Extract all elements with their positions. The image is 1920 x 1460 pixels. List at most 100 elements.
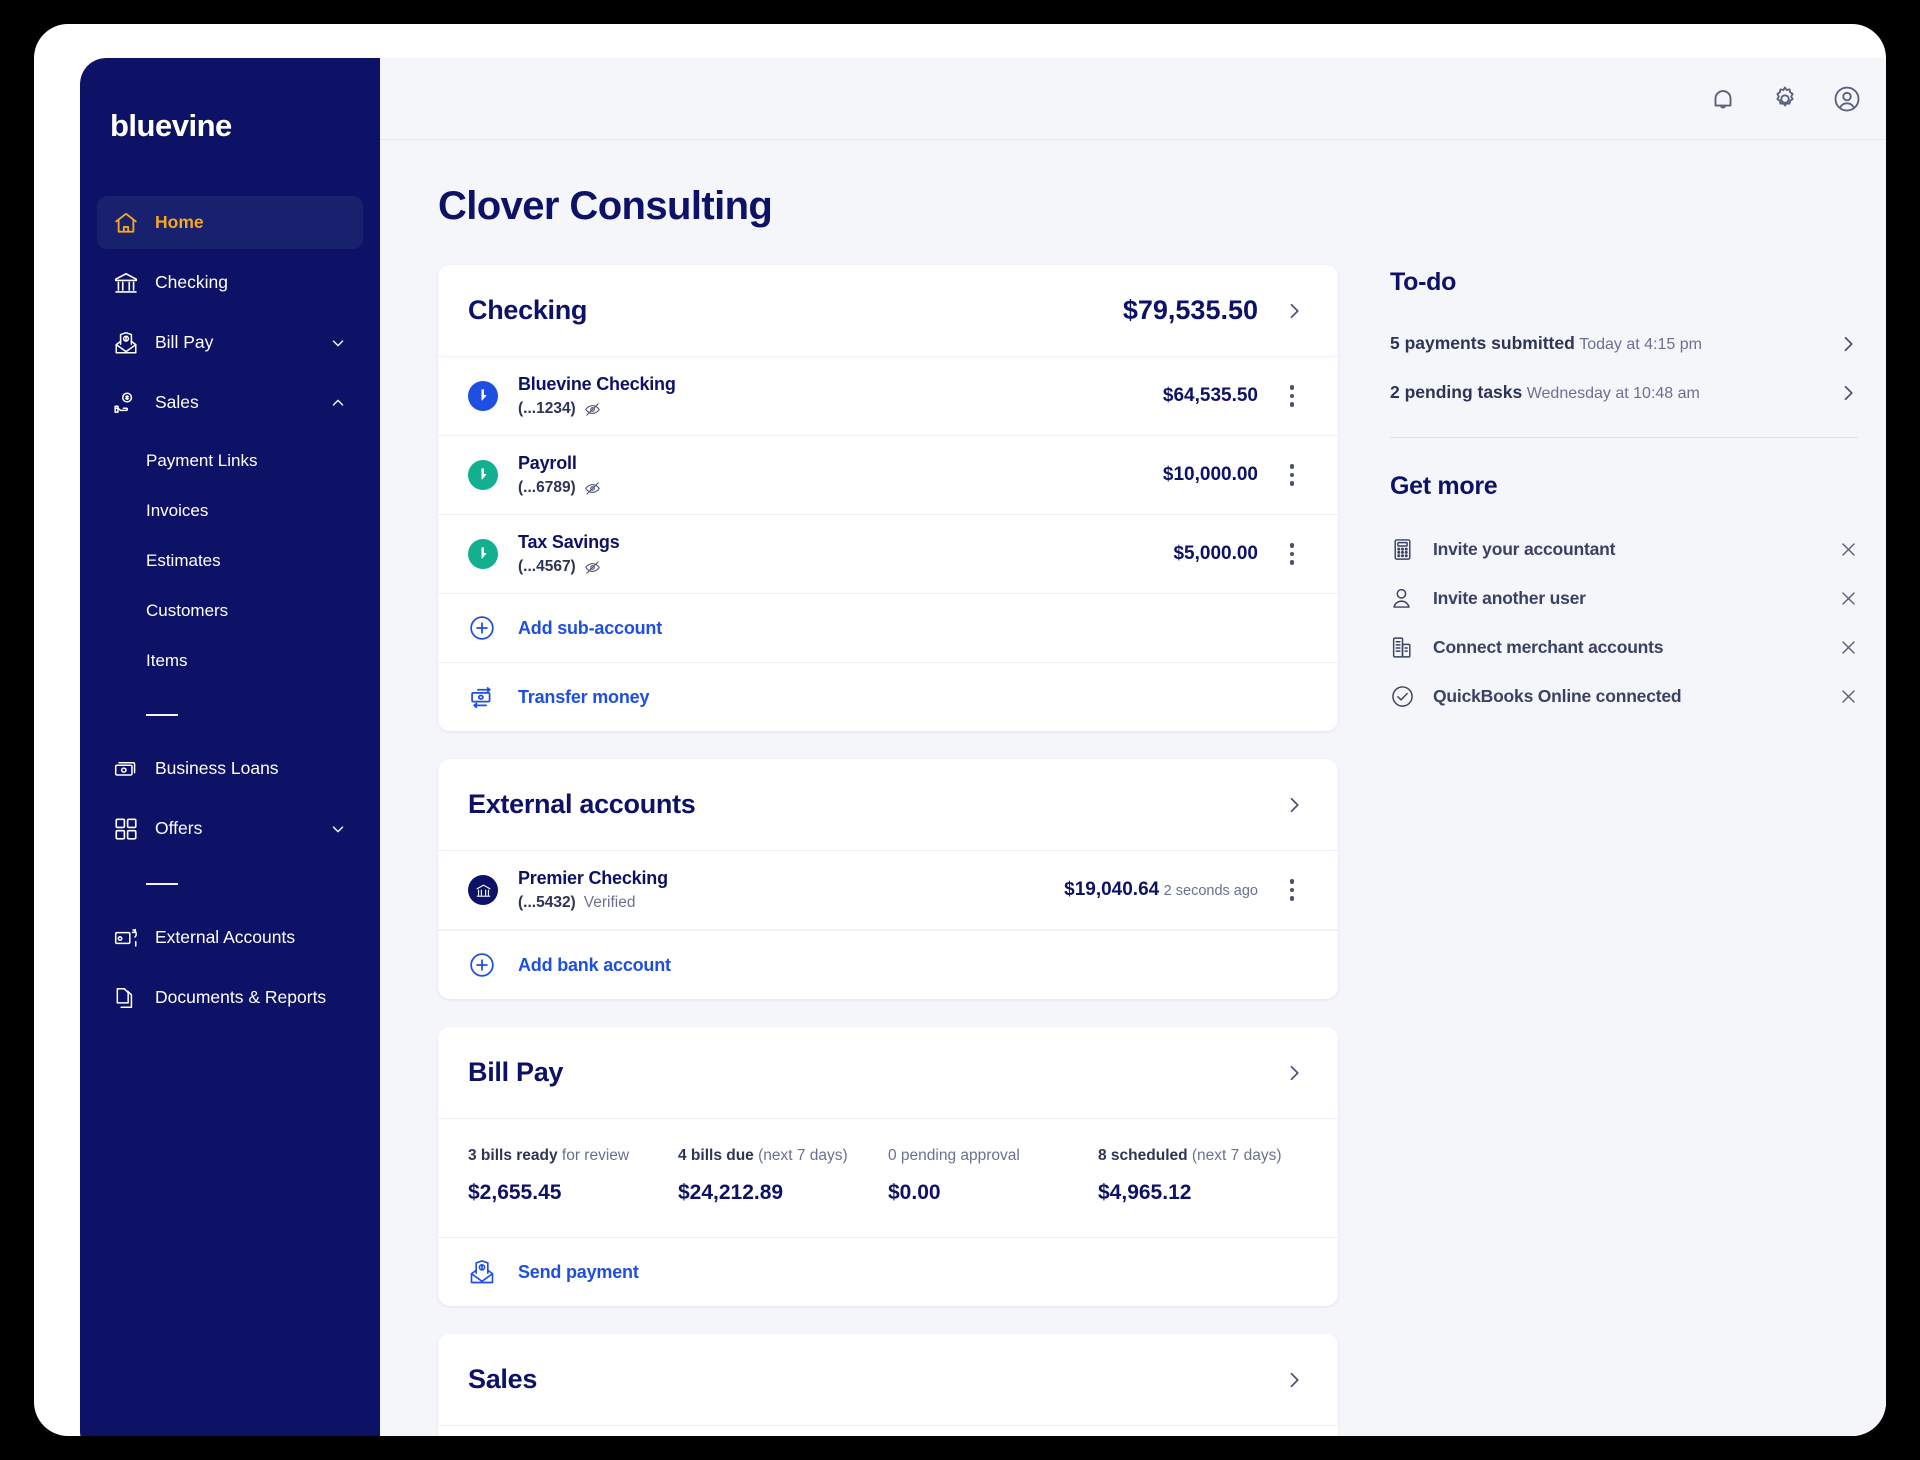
calculator-icon	[1390, 537, 1415, 562]
sidebar-item-estimates[interactable]: Estimates	[80, 536, 380, 586]
plus-circle-icon	[468, 951, 496, 979]
stat-label-rest: for review	[557, 1147, 630, 1164]
sidebar-item-external-accounts[interactable]: External Accounts	[97, 911, 363, 964]
table-row[interactable]: Bluevine Checking (...1234) $64,535.50	[438, 357, 1338, 436]
checking-card-header[interactable]: Checking $79,535.50	[438, 265, 1338, 357]
sidebar-item-home[interactable]: Home	[97, 196, 363, 249]
sidebar-item-label: Business Loans	[155, 758, 279, 778]
close-icon[interactable]	[1839, 638, 1858, 657]
sales-card-header[interactable]: Sales	[438, 1334, 1338, 1426]
account-info: Bluevine Checking (...1234)	[518, 374, 1163, 418]
stat-label: 3 bills ready for review	[468, 1147, 678, 1165]
account-amount-cell: $19,040.64 2 seconds ago	[1064, 879, 1258, 901]
todo-item-payments-submitted[interactable]: 5 payments submitted Today at 4:15 pm	[1390, 321, 1858, 370]
get-more-item-connect-merchant[interactable]: Connect merchant accounts	[1390, 623, 1858, 672]
get-more-item-quickbooks[interactable]: QuickBooks Online connected	[1390, 672, 1858, 721]
add-sub-account-button[interactable]: Add sub-account	[438, 594, 1338, 662]
todo-title: To-do	[1390, 268, 1457, 296]
todo-item-title: 2 pending tasks	[1390, 382, 1523, 402]
notification-bell-icon[interactable]	[1708, 84, 1738, 114]
sidebar-subitem-label: Estimates	[146, 551, 221, 570]
stat-bills-ready: 3 bills ready for review $2,655.45	[468, 1147, 678, 1205]
eye-off-icon[interactable]	[584, 480, 601, 497]
main-area: Clover Consulting Checking $79,535.50	[380, 58, 1886, 1436]
sidebar-item-checking[interactable]: Checking	[97, 256, 363, 309]
sidebar: bluevine Home Checking Bill Pay	[80, 58, 380, 1436]
chevron-down-icon[interactable]	[329, 820, 347, 838]
chevron-right-icon[interactable]	[1838, 383, 1858, 403]
get-more-item-label: Invite your accountant	[1433, 539, 1616, 559]
sales-card: Sales	[438, 1334, 1338, 1436]
bank-building-icon	[468, 875, 498, 905]
external-accounts-title: External accounts	[468, 789, 696, 819]
close-icon[interactable]	[1839, 589, 1858, 608]
card-refresh-icon	[113, 925, 139, 951]
external-accounts-header[interactable]: External accounts	[438, 759, 1338, 851]
table-row[interactable]: Payroll (...6789) $10,000.00	[438, 436, 1338, 515]
send-payment-button[interactable]: Send payment	[438, 1238, 1338, 1306]
sidebar-item-label: Bill Pay	[155, 332, 214, 352]
chevron-right-icon[interactable]	[1284, 1063, 1304, 1083]
bluevine-account-icon	[468, 460, 498, 490]
eye-off-icon[interactable]	[584, 401, 601, 418]
right-column: To-do 5 payments submitted Today at 4:15…	[1390, 184, 1858, 1436]
chevron-right-icon[interactable]	[1838, 334, 1858, 354]
todo-item-pending-tasks[interactable]: 2 pending tasks Wednesday at 10:48 am	[1390, 370, 1858, 419]
bill-pay-stats: 3 bills ready for review $2,655.45 4 bil…	[438, 1119, 1338, 1238]
chevron-down-icon[interactable]	[329, 334, 347, 352]
account-subline: (...5432) Verified	[518, 894, 1064, 912]
sidebar-item-payment-links[interactable]: Payment Links	[80, 436, 380, 486]
sidebar-item-customers[interactable]: Customers	[80, 586, 380, 636]
row-menu-icon[interactable]	[1280, 539, 1304, 569]
chevron-right-icon[interactable]	[1284, 1370, 1304, 1390]
sidebar-item-sales[interactable]: Sales	[97, 376, 363, 429]
sidebar-subitem-label: Payment Links	[146, 451, 258, 470]
left-column: Clover Consulting Checking $79,535.50	[438, 184, 1338, 1436]
chevron-right-icon[interactable]	[1284, 795, 1304, 815]
sidebar-item-invoices[interactable]: Invoices	[80, 486, 380, 536]
sidebar-item-label: Offers	[155, 818, 203, 838]
bluevine-logo: bluevine	[110, 108, 232, 143]
add-bank-account-button[interactable]: Add bank account	[438, 930, 1338, 999]
page-title: Clover Consulting	[438, 184, 773, 228]
right-column-divider	[1390, 437, 1858, 438]
chevron-right-icon[interactable]	[1284, 301, 1304, 321]
bluevine-account-icon	[468, 539, 498, 569]
stat-label: 4 bills due (next 7 days)	[678, 1147, 888, 1165]
gear-icon[interactable]	[1770, 84, 1800, 114]
row-menu-icon[interactable]	[1280, 460, 1304, 490]
account-amount: $64,535.50	[1162, 385, 1258, 406]
account-avatar-icon[interactable]	[1832, 84, 1862, 114]
hand-dollar-icon	[113, 390, 139, 416]
close-icon[interactable]	[1839, 540, 1858, 559]
documents-icon	[113, 985, 139, 1011]
account-amount-cell: $5,000.00	[1173, 543, 1258, 565]
bank-icon	[113, 270, 139, 296]
sidebar-item-documents-reports[interactable]: Documents & Reports	[97, 971, 363, 1024]
stat-label: 8 scheduled (next 7 days)	[1098, 1147, 1308, 1165]
get-more-item-invite-user[interactable]: Invite another user	[1390, 574, 1858, 623]
get-more-title: Get more	[1390, 472, 1498, 500]
sidebar-item-offers[interactable]: Offers	[97, 802, 363, 855]
plus-circle-icon	[468, 614, 496, 642]
sidebar-divider-2	[146, 883, 178, 885]
get-more-item-invite-accountant[interactable]: Invite your accountant	[1390, 525, 1858, 574]
table-row[interactable]: Premier Checking (...5432) Verified $19,…	[438, 851, 1338, 930]
row-menu-icon[interactable]	[1280, 875, 1304, 905]
account-number: (...5432)	[518, 894, 576, 911]
row-menu-icon[interactable]	[1280, 381, 1304, 411]
table-row[interactable]: Tax Savings (...4567) $5,000.00	[438, 515, 1338, 594]
sidebar-item-items[interactable]: Items	[80, 636, 380, 686]
close-icon[interactable]	[1839, 687, 1858, 706]
sidebar-item-business-loans[interactable]: Business Loans	[97, 742, 363, 795]
sidebar-subitem-label: Invoices	[146, 501, 209, 520]
sidebar-item-bill-pay[interactable]: Bill Pay	[97, 316, 363, 369]
chevron-up-icon[interactable]	[329, 394, 347, 412]
transfer-money-button[interactable]: Transfer money	[438, 662, 1338, 731]
eye-off-icon[interactable]	[584, 559, 601, 576]
get-more-item-label: Connect merchant accounts	[1433, 637, 1664, 657]
envelope-dollar-icon	[468, 1258, 496, 1286]
stat-value: $0.00	[888, 1181, 941, 1204]
bill-pay-header[interactable]: Bill Pay	[438, 1027, 1338, 1119]
sidebar-subitem-label: Customers	[146, 601, 229, 620]
